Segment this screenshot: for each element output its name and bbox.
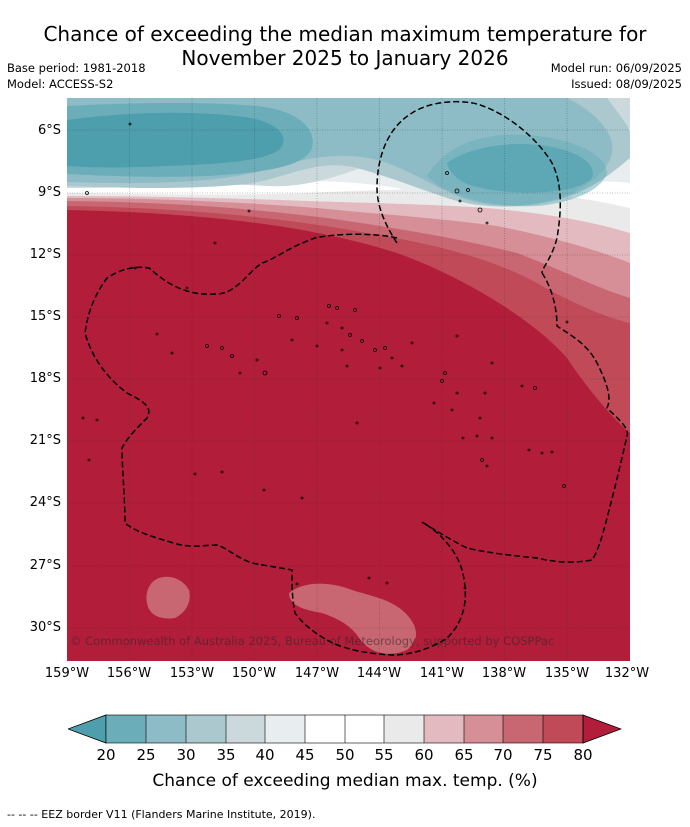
lat-label-24s: 24°S [29,495,61,510]
model-run: Model run: 06/09/2025 [550,61,682,75]
lat-label-15s: 15°S [29,309,61,324]
lat-label-12s: 12°S [29,247,61,262]
lat-label-30s: 30°S [29,620,61,635]
patch-70-75-south-west [146,576,190,619]
colorbar-segment-35-40 [226,715,265,743]
colorbar-arrow-low [68,714,107,744]
colorbar-arrow-high [582,714,622,744]
colorbar-segment-65-70 [464,715,503,743]
colorbar-tick-60: 60 [414,746,434,764]
lat-label-18s: 18°S [29,371,61,386]
probability-map [67,98,630,661]
lat-label-21s: 21°S [29,433,61,448]
colorbar-segment-25-30 [146,715,186,743]
copyright-notice: © Commonwealth of Australia 2025, Bureau… [70,634,555,648]
colorbar-segment-55-60 [384,715,424,743]
colorbar-tick-25: 25 [136,746,156,764]
lat-label-27s: 27°S [29,558,61,573]
eez-border-north [376,100,562,274]
band-20-25-east [427,134,607,207]
lon-label-147w: 147°W [294,666,340,681]
colorbar-tick-30: 30 [176,746,196,764]
islands [81,122,569,590]
band-below-20 [67,112,284,168]
lon-label-156w: 156°W [106,666,152,681]
eez-legend: -- -- -- EEZ border V11 (Flanders Marine… [7,808,316,821]
colorbar-label: Chance of exceeding median max. temp. (%… [152,771,538,791]
lat-label-6s: 6°S [37,123,61,138]
lon-label-150w: 150°W [231,666,277,681]
colorbar-tick-35: 35 [216,746,236,764]
eez-border-east [421,272,629,563]
colorbar-tick-65: 65 [454,746,474,764]
eez-border-main [84,233,467,656]
colorbar-segment-70-75 [503,715,543,743]
colorbar-segment-40-45 [265,715,305,743]
lon-label-141w: 141°W [419,666,465,681]
lat-label-9s: 9°S [37,185,61,200]
meta-left: Base period: 1981-2018 Model: ACCESS-S2 [7,60,146,92]
colorbar-tick-55: 55 [374,746,394,764]
colorbar-segment-50-55 [345,715,384,743]
colorbar-tick-20: 20 [96,746,116,764]
colorbar-tick-50: 50 [335,746,355,764]
lon-label-135w: 135°W [544,666,590,681]
colorbar-segment-75-80 [543,715,583,743]
eez-borders [84,100,629,656]
colorbar-segment-20-25 [106,715,146,743]
lon-label-138w: 138°W [481,666,527,681]
chart-title: Chance of exceeding the median maximum t… [0,22,690,70]
lon-label-153w: 153°W [169,666,215,681]
title-line-2: November 2025 to January 2026 [181,46,509,70]
colorbar-tick-45: 45 [295,746,315,764]
colorbar-tick-70: 70 [493,746,513,764]
issued-date: Issued: 08/09/2025 [571,77,682,91]
lon-label-132w: 132°W [604,666,650,681]
colorbar-tick-75: 75 [533,746,553,764]
title-line-1: Chance of exceeding the median maximum t… [43,22,647,46]
colorbar-segment-30-35 [186,715,226,743]
colorbar-tick-40: 40 [255,746,275,764]
meta-right: Model run: 06/09/2025 Issued: 08/09/2025 [551,60,682,92]
colorbar-segment-60-65 [424,715,464,743]
colorbar [68,714,622,744]
patch-70-75-south [289,583,417,654]
colorbar-segment-45-50 [305,715,345,743]
base-period: Base period: 1981-2018 [7,61,146,75]
lon-label-144w: 144°W [356,666,402,681]
colorbar-tick-80: 80 [573,746,593,764]
model-name: Model: ACCESS-S2 [7,77,114,91]
lon-label-159w: 159°W [44,666,90,681]
